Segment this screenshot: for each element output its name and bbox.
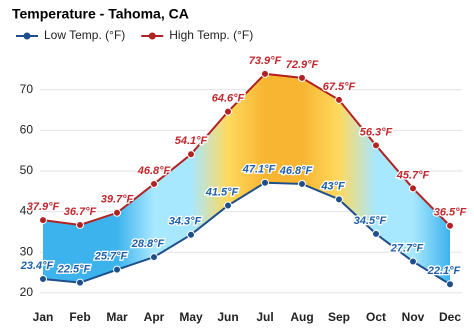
data-label: 73.9°F	[249, 55, 282, 67]
point	[298, 179, 306, 188]
data-label: 36.7°F	[64, 206, 97, 218]
x-tick-label: May	[179, 310, 203, 324]
x-tick-label: Dec	[439, 310, 461, 324]
point	[150, 253, 158, 262]
point	[224, 107, 232, 116]
data-label: 34.5°F	[354, 215, 387, 227]
data-label: 56.3°F	[360, 126, 393, 138]
data-label: 25.7°F	[94, 251, 128, 263]
range-fill	[117, 183, 154, 270]
point	[224, 201, 232, 210]
point	[150, 179, 158, 188]
point	[335, 195, 343, 204]
point	[372, 229, 380, 238]
y-tick-label: 30	[20, 244, 34, 258]
data-label: 54.1°F	[175, 135, 208, 147]
data-label: 39.7°F	[101, 194, 134, 206]
point	[187, 230, 195, 239]
point	[113, 208, 121, 217]
data-label: 72.9°F	[286, 59, 319, 71]
range-fill	[265, 73, 302, 184]
y-tick-label: 60	[20, 122, 34, 136]
legend-label: High Temp. (°F)	[169, 28, 253, 42]
y-tick-label: 20	[20, 285, 34, 299]
range-fill	[302, 77, 339, 200]
point	[446, 280, 454, 289]
range-fill	[154, 154, 191, 258]
x-tick-label: Sep	[328, 310, 350, 324]
point	[298, 73, 306, 82]
point	[76, 278, 84, 287]
range-fill	[80, 212, 117, 283]
range-fill	[339, 99, 376, 234]
data-label: 67.5°F	[323, 81, 356, 93]
data-label: 22.1°F	[427, 265, 461, 277]
point	[39, 216, 47, 225]
point	[409, 184, 417, 193]
point	[446, 221, 454, 230]
x-tick-label: Mar	[106, 310, 128, 324]
data-label: 46.8°F	[279, 165, 313, 177]
data-label: 47.1°F	[242, 164, 276, 176]
point	[261, 178, 269, 187]
data-label: 41.5°F	[205, 186, 239, 198]
point	[39, 275, 47, 283]
point	[261, 69, 269, 78]
point	[113, 265, 121, 274]
point	[187, 150, 195, 159]
y-tick-label: 70	[20, 82, 34, 96]
x-tick-label: Jun	[217, 310, 238, 324]
range-fill	[228, 73, 265, 206]
y-tick-label: 50	[20, 163, 34, 177]
data-label: 27.7°F	[390, 242, 424, 254]
data-label: 36.5°F	[434, 207, 467, 219]
data-label: 43°F	[320, 180, 345, 192]
data-label: 64.6°F	[212, 93, 245, 105]
y-tick-label: 40	[20, 204, 34, 218]
legend-marker	[148, 32, 156, 40]
x-tick-label: Feb	[69, 310, 90, 324]
point	[76, 220, 84, 229]
point	[409, 257, 417, 266]
line	[42, 72, 451, 227]
chart-title: Temperature - Tahoma, CA	[12, 6, 189, 22]
data-label: 45.7°F	[396, 169, 430, 181]
point	[372, 141, 380, 150]
line	[42, 181, 451, 286]
x-tick-label: Apr	[144, 310, 165, 324]
range-fill	[413, 188, 450, 285]
data-label: 34.3°F	[169, 216, 202, 228]
data-label: 46.8°F	[137, 165, 171, 177]
legend-label: Low Temp. (°F)	[44, 28, 125, 42]
data-label: 23.4°F	[20, 260, 54, 272]
range-fill	[43, 220, 80, 283]
x-tick-label: Jan	[33, 310, 54, 324]
data-label: 37.9°F	[27, 201, 60, 213]
range-fill	[191, 111, 228, 235]
point	[335, 95, 343, 104]
x-tick-label: Jul	[256, 310, 273, 324]
x-tick-label: Oct	[366, 310, 386, 324]
x-tick-label: Nov	[402, 310, 425, 324]
x-tick-label: Aug	[290, 310, 313, 324]
data-label: 28.8°F	[131, 238, 165, 250]
data-label: 22.5°F	[57, 264, 91, 276]
legend-marker	[23, 32, 31, 40]
range-fill	[376, 145, 413, 262]
